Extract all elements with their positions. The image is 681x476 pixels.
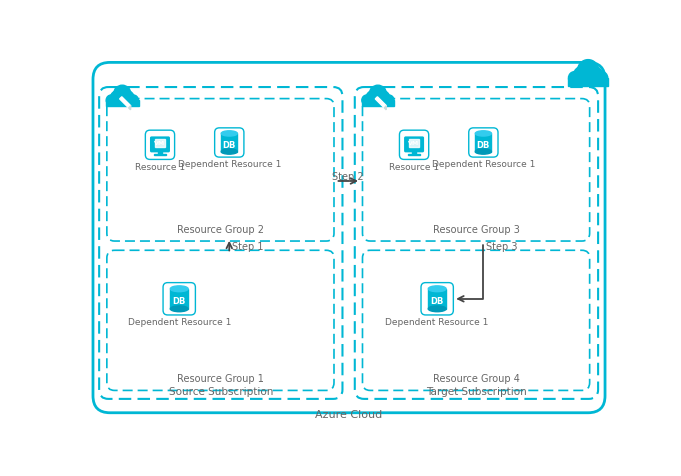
Text: DB: DB xyxy=(430,297,444,306)
Bar xyxy=(362,101,394,107)
Text: Source Subscription: Source Subscription xyxy=(169,387,273,397)
Circle shape xyxy=(383,96,394,106)
Text: VM: VM xyxy=(155,141,165,146)
FancyBboxPatch shape xyxy=(400,131,429,160)
Text: Resource Group 1: Resource Group 1 xyxy=(177,373,264,383)
Bar xyxy=(475,134,492,152)
FancyBboxPatch shape xyxy=(163,283,195,315)
Circle shape xyxy=(128,96,138,106)
FancyBboxPatch shape xyxy=(150,137,170,153)
Text: Resource Group 3: Resource Group 3 xyxy=(432,224,520,234)
Text: Step 3: Step 3 xyxy=(486,242,518,252)
Bar xyxy=(409,140,419,148)
Text: DB: DB xyxy=(223,140,236,149)
Text: Target Subscription: Target Subscription xyxy=(426,387,527,397)
Circle shape xyxy=(120,91,134,105)
Circle shape xyxy=(362,96,373,106)
Ellipse shape xyxy=(221,131,237,137)
Bar xyxy=(568,79,608,86)
Circle shape xyxy=(369,86,387,103)
Text: Dependent Resource 1: Dependent Resource 1 xyxy=(432,160,535,169)
Ellipse shape xyxy=(170,306,188,312)
Bar xyxy=(428,289,446,309)
Text: Dependent Resource 1: Dependent Resource 1 xyxy=(178,160,281,169)
Text: Resource Group 4: Resource Group 4 xyxy=(432,373,520,383)
FancyBboxPatch shape xyxy=(215,129,244,158)
Circle shape xyxy=(376,91,390,105)
Circle shape xyxy=(114,86,131,103)
Polygon shape xyxy=(375,98,386,109)
Text: DB: DB xyxy=(477,140,490,149)
Bar xyxy=(154,155,166,156)
Bar xyxy=(413,152,415,155)
Bar xyxy=(170,289,188,309)
Text: Step 1: Step 1 xyxy=(232,241,264,251)
Text: Resource Group 2: Resource Group 2 xyxy=(177,224,264,234)
Ellipse shape xyxy=(221,149,237,155)
Circle shape xyxy=(573,67,590,84)
Text: Step 2: Step 2 xyxy=(332,171,364,181)
Bar xyxy=(155,140,165,148)
Circle shape xyxy=(110,91,125,105)
Ellipse shape xyxy=(475,131,492,137)
Bar xyxy=(159,152,161,155)
Polygon shape xyxy=(384,107,386,110)
FancyBboxPatch shape xyxy=(404,137,424,153)
Text: Dependent Resource 1: Dependent Resource 1 xyxy=(127,317,231,327)
Text: Azure: Azure xyxy=(366,110,390,119)
Polygon shape xyxy=(120,98,131,109)
Text: Resource 1: Resource 1 xyxy=(389,162,439,171)
Text: Dependent Resource 1: Dependent Resource 1 xyxy=(385,317,489,327)
Ellipse shape xyxy=(475,149,492,155)
Bar xyxy=(221,134,237,152)
Text: Azure Cloud: Azure Cloud xyxy=(315,409,383,419)
FancyBboxPatch shape xyxy=(421,283,454,315)
Circle shape xyxy=(106,96,116,106)
Circle shape xyxy=(595,72,607,85)
Text: Azure: Azure xyxy=(110,110,135,119)
Text: Resource 1: Resource 1 xyxy=(135,162,185,171)
Bar xyxy=(408,155,420,156)
FancyBboxPatch shape xyxy=(145,131,174,160)
Text: DB: DB xyxy=(172,297,186,306)
FancyBboxPatch shape xyxy=(93,63,605,413)
FancyBboxPatch shape xyxy=(469,129,498,158)
Circle shape xyxy=(577,60,599,81)
Circle shape xyxy=(569,72,582,85)
Polygon shape xyxy=(129,107,131,110)
Ellipse shape xyxy=(170,286,188,292)
Circle shape xyxy=(366,91,380,105)
Text: VM: VM xyxy=(409,141,419,146)
Ellipse shape xyxy=(428,306,446,312)
Circle shape xyxy=(586,67,603,84)
Bar xyxy=(106,101,139,107)
Ellipse shape xyxy=(428,286,446,292)
